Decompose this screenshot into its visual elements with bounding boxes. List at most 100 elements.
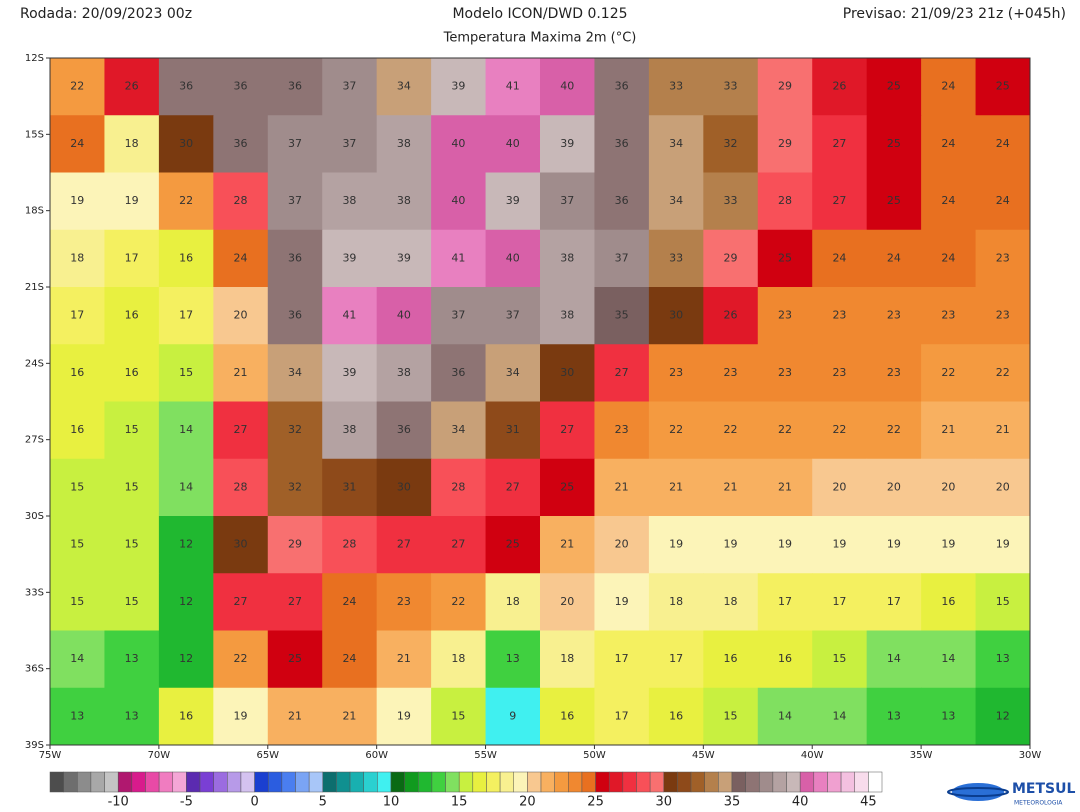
- temperature-cell: [757, 229, 813, 288]
- temperature-cell: [975, 172, 1031, 231]
- temperature-label: 37: [560, 194, 574, 207]
- map-subtitle: Temperatura Maxima 2m (°C): [443, 31, 637, 46]
- temperature-label: 34: [506, 366, 520, 379]
- temperature-cell: [866, 58, 922, 116]
- map-area: 22 26 36 36 36 37 34 39 41 40 36 33 33 29 26 25 24 25 24 18…: [50, 58, 1031, 746]
- temperature-cell: [322, 687, 378, 746]
- temperature-label: 16: [179, 709, 193, 722]
- temperature-cell: [50, 630, 105, 689]
- temperature-label: 36: [288, 251, 302, 264]
- temperature-label: 39: [506, 194, 520, 207]
- model-title: Modelo ICON/DWD 0.125: [452, 6, 627, 22]
- temperature-cell: [322, 229, 378, 288]
- colorbar-swatch: [486, 771, 501, 793]
- temperature-label: 19: [887, 538, 901, 551]
- temperature-label: 35: [615, 309, 629, 322]
- temperature-label: 29: [778, 80, 792, 93]
- temperature-label: 23: [996, 309, 1010, 322]
- temperature-cell: [866, 687, 922, 746]
- temperature-cell: [104, 115, 160, 173]
- temperature-label: 16: [724, 652, 738, 665]
- temperature-label: 36: [615, 80, 629, 93]
- colorbar-swatch: [458, 771, 474, 793]
- temperature-label: 32: [288, 480, 302, 493]
- temperature-cell: [866, 344, 922, 402]
- temperature-cell: [648, 229, 704, 288]
- temperature-label: 16: [778, 652, 792, 665]
- temperature-cell: [648, 172, 704, 231]
- temperature-cell: [648, 401, 704, 460]
- temperature-cell: [267, 458, 323, 517]
- temperature-label: 19: [70, 194, 84, 207]
- temperature-cell: [267, 229, 323, 288]
- colorbar-swatch: [786, 771, 801, 793]
- colorbar-swatch: [363, 771, 378, 793]
- temperature-label: 27: [832, 137, 846, 150]
- temperature-cell: [213, 287, 269, 345]
- temperature-cell: [104, 687, 160, 746]
- temperature-label: 31: [506, 423, 520, 436]
- temperature-cell: [866, 630, 922, 689]
- temperature-label: 25: [778, 251, 792, 264]
- temperature-cell: [50, 401, 105, 460]
- temperature-cell: [322, 401, 378, 460]
- temperature-cell: [594, 115, 650, 173]
- temperature-cell: [158, 687, 214, 746]
- colorbar-swatch: [540, 771, 555, 793]
- temperature-cell: [104, 516, 160, 574]
- temperature-cell: [376, 516, 432, 574]
- temperature-label: 18: [560, 652, 574, 665]
- temperature-label: 21: [996, 423, 1010, 436]
- temperature-label: 38: [397, 137, 411, 150]
- colorbar-swatch: [704, 771, 719, 793]
- temperature-label: 40: [451, 137, 465, 150]
- colorbar-label: 15: [451, 795, 468, 810]
- temperature-label: 19: [615, 595, 629, 608]
- temperature-cell: [757, 115, 813, 173]
- temperature-label: 21: [560, 538, 574, 551]
- temperature-cell: [267, 58, 323, 116]
- temperature-cell: [322, 58, 378, 116]
- temperature-label: 22: [724, 423, 738, 436]
- temperature-cell: [812, 516, 868, 574]
- temperature-label: 37: [342, 80, 356, 93]
- temperature-cell: [703, 573, 759, 631]
- colorbar-swatch: [199, 771, 214, 793]
- temperature-cell: [540, 344, 595, 402]
- colorbar-swatch: [595, 771, 610, 793]
- lat-tick-label: 21S: [25, 282, 44, 293]
- temperature-label: 19: [941, 538, 955, 551]
- temperature-label: 15: [125, 538, 139, 551]
- temperature-label: 36: [288, 80, 302, 93]
- colorbar-swatch: [295, 771, 310, 793]
- temperature-cell: [50, 344, 105, 402]
- temperature-cell: [540, 458, 595, 517]
- temperature-label: 30: [560, 366, 574, 379]
- temperature-cell: [703, 229, 759, 288]
- colorbar-label: 35: [724, 795, 741, 810]
- temperature-label: 36: [451, 366, 465, 379]
- temperature-label: 27: [832, 194, 846, 207]
- temperature-cell: [50, 458, 105, 517]
- temperature-label: 28: [234, 480, 248, 493]
- temperature-label: 17: [887, 595, 901, 608]
- temperature-label: 24: [832, 251, 846, 264]
- temperature-label: 38: [342, 423, 356, 436]
- temperature-cell: [648, 630, 704, 689]
- colorbar-swatch: [63, 771, 78, 793]
- temperature-cell: [213, 630, 269, 689]
- temperature-label: 24: [887, 251, 901, 264]
- lon-tick-label: 75W: [39, 750, 62, 761]
- temperature-label: 38: [560, 251, 574, 264]
- temperature-cell: [376, 573, 432, 631]
- temperature-cell: [431, 630, 487, 689]
- temperature-cell: [267, 687, 323, 746]
- temperature-label: 16: [560, 709, 574, 722]
- temperature-cell: [104, 344, 160, 402]
- colorbar-swatch: [608, 771, 624, 793]
- temperature-cell: [322, 458, 378, 517]
- colorbar-swatch: [568, 771, 583, 793]
- temperature-label: 14: [832, 709, 846, 722]
- temperature-cell: [648, 687, 704, 746]
- colorbar-swatch: [172, 771, 187, 793]
